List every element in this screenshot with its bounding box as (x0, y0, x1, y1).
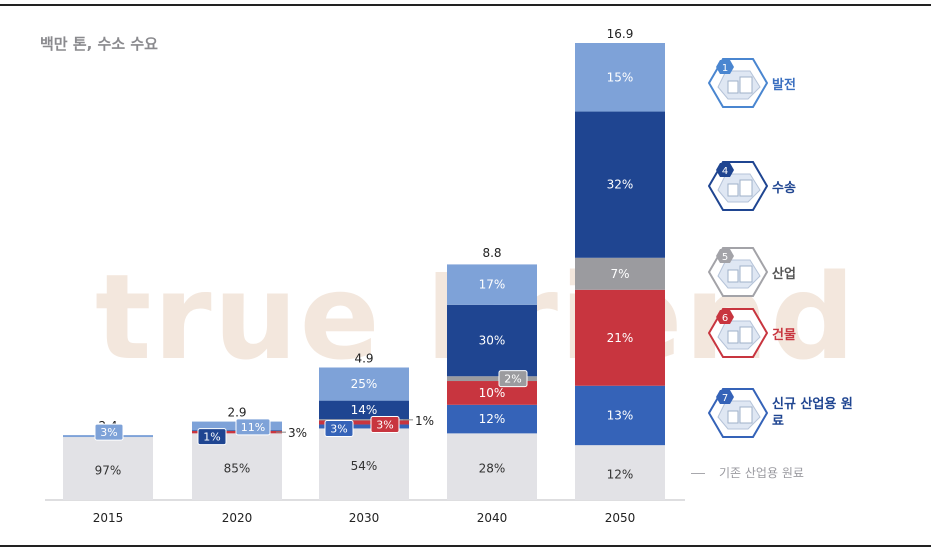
sector-icon: 6 (708, 308, 768, 358)
segment-label-2030-2: 3% (376, 418, 393, 431)
bar-segment-2050-5 (575, 43, 665, 112)
segment-label-2040-5: 17% (479, 278, 506, 292)
x-tick-label-2040: 2040 (477, 511, 508, 525)
bar-segment-2030-1 (319, 424, 409, 429)
base-legend: 기존 산업용 원료 (691, 464, 804, 481)
segment-label-2050-2: 21% (607, 331, 634, 345)
segment-chip-2020-5 (235, 418, 271, 436)
segment-label-2030-3: 1% (415, 414, 434, 428)
bar-segment-2050-3 (575, 257, 665, 290)
x-tick-label-2020: 2020 (222, 511, 253, 525)
bar-segment-2030-2 (319, 420, 409, 425)
svg-text:5: 5 (722, 252, 728, 263)
segment-label-2050-4: 32% (607, 178, 634, 192)
segment-label-2020-5: 11% (241, 421, 265, 434)
sector-icon: 7 (708, 388, 768, 438)
bar-segment-2030-4 (319, 400, 409, 420)
total-label-2020: 2.9 (227, 406, 246, 420)
segment-chip-2030-2 (370, 415, 400, 433)
legend-item-1: 1 발전 (708, 57, 796, 109)
svg-text:4: 4 (722, 166, 728, 177)
legend-label: 수송 (772, 180, 796, 196)
legend-label: 건물 (772, 327, 796, 343)
bar-segment-2050-1 (575, 385, 665, 446)
total-label-2040: 8.8 (482, 246, 501, 260)
svg-text:7: 7 (722, 393, 728, 404)
segment-label-2050-5: 15% (607, 70, 634, 84)
segment-label-2030-0: 54% (351, 459, 378, 473)
segment-label-2030-4: 14% (351, 403, 378, 417)
bar-segment-2050-4 (575, 111, 665, 258)
x-tick-label-2030: 2030 (349, 511, 380, 525)
segment-label-2050-3: 7% (610, 267, 629, 281)
bottom-rule (0, 545, 931, 547)
legend-item-4: 4 수송 (708, 160, 796, 212)
segment-label-2020-2: 3% (288, 426, 307, 440)
bar-segment-2040-5 (447, 264, 537, 305)
legend-label: 산업 (772, 266, 796, 282)
segment-label-2040-3: 2% (504, 373, 521, 386)
segment-label-2040-0: 28% (479, 462, 506, 476)
bar-segment-2040-1 (447, 404, 537, 434)
x-tick-label-2015: 2015 (93, 511, 124, 525)
bar-segment-2030-5 (319, 367, 409, 401)
sector-icon: 4 (708, 161, 768, 211)
bar-segment-2030-0 (319, 428, 409, 500)
sector-icon: 1 (708, 58, 768, 108)
segment-label-2030-1: 3% (330, 422, 347, 435)
svg-text:1: 1 (722, 63, 728, 74)
bar-segment-2030-3 (319, 419, 409, 421)
bar-segment-2050-2 (575, 289, 665, 386)
segment-label-2040-1: 12% (479, 412, 506, 426)
segment-label-2015-0: 97% (95, 464, 122, 478)
legend-item-7: 7 신규 산업용 원료 (708, 387, 854, 439)
segment-chip-2020-4 (197, 428, 227, 446)
bar-segment-2050-0 (575, 445, 665, 500)
bar-segment-2040-3 (447, 376, 537, 382)
segment-label-2020-4: 1% (203, 431, 220, 444)
segment-label-2040-2: 10% (479, 386, 506, 400)
legend-label: 발전 (772, 77, 796, 93)
legend-item-5: 5 산업 (708, 246, 796, 298)
segment-label-2040-4: 30% (479, 334, 506, 348)
dash-icon (691, 473, 705, 474)
segment-label-2050-1: 13% (607, 408, 634, 422)
bar-segment-2040-4 (447, 304, 537, 377)
segment-chip-2015-5 (94, 423, 124, 441)
segment-chip-2030-1 (324, 419, 354, 437)
x-tick-label-2050: 2050 (605, 511, 636, 525)
segment-label-2015-5: 3% (100, 426, 117, 439)
total-label-2050: 16.9 (607, 27, 634, 41)
chart-title: 백만 톤, 수소 수요 (40, 35, 158, 53)
segment-chip-2040-3 (498, 370, 528, 388)
sector-icon: 5 (708, 247, 768, 297)
svg-text:6: 6 (722, 313, 728, 324)
base-legend-label: 기존 산업용 원료 (719, 466, 804, 480)
segment-label-2050-0: 12% (607, 468, 634, 482)
bar-segment-2015-0 (63, 437, 153, 500)
legend-label: 신규 산업용 원료 (772, 397, 853, 429)
bar-segment-2040-0 (447, 433, 537, 500)
legend-item-6: 6 건물 (708, 307, 796, 359)
segment-label-2030-5: 25% (351, 377, 378, 391)
top-rule (0, 4, 931, 6)
segment-label-2020-0: 85% (224, 462, 251, 476)
total-label-2030: 4.9 (354, 351, 373, 365)
